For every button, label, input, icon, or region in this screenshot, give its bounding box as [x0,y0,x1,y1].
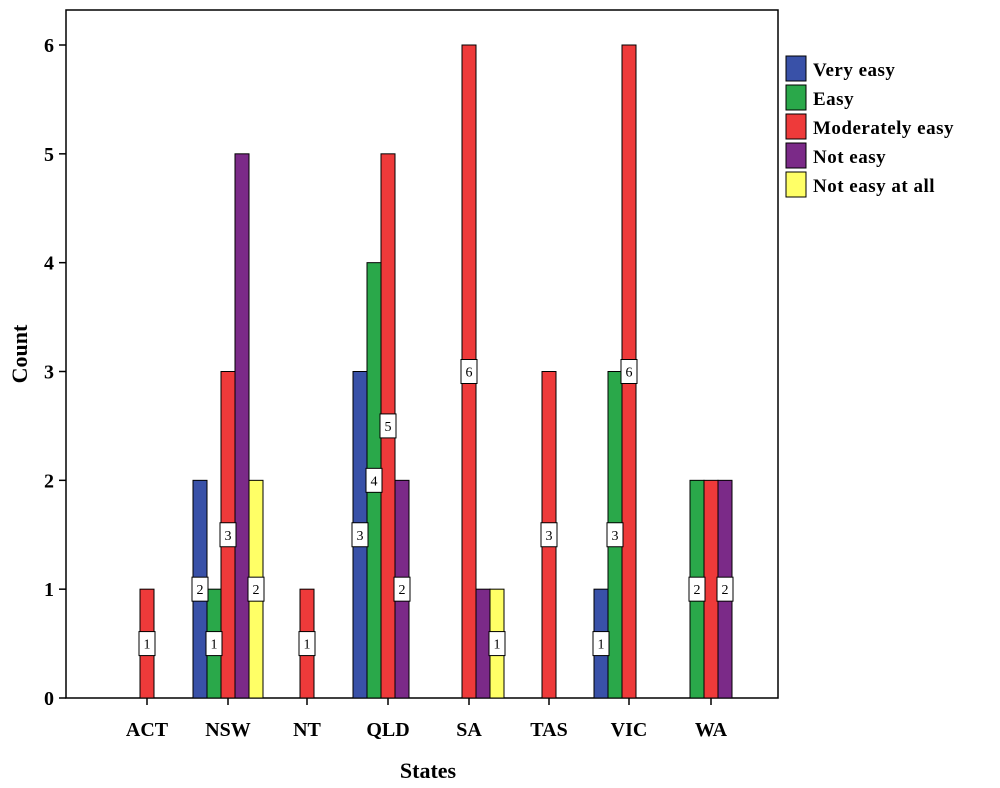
y-axis: 0 1 2 3 4 5 6 [44,35,66,710]
x-tick-label: QLD [366,719,409,741]
data-label-value: 2 [197,583,204,598]
data-label: 3 [540,522,558,548]
legend-swatch [785,142,807,169]
data-label-value: 2 [399,583,406,598]
y-tick-label: 6 [44,35,54,57]
legend-swatch [785,113,807,140]
bar-wa-moderately-easy [703,479,719,699]
data-label-box [460,359,478,384]
data-label-box [191,576,209,602]
data-label: 2 [393,576,411,602]
data-label: 1 [205,631,223,657]
legend-swatch [785,55,807,82]
data-label-value: 2 [722,583,729,598]
data-label-value: 3 [612,529,619,544]
data-label-box [488,631,506,657]
y-tick-label: 0 [44,688,54,710]
data-label-box [351,522,369,548]
x-tick-label: ACT [126,719,169,741]
data-label: 2 [688,576,706,602]
y-tick-label: 4 [44,253,54,275]
data-label-box [540,522,558,548]
data-label-value: 5 [385,420,392,435]
data-label: 6 [460,359,478,384]
legend-label: Moderately easy [813,118,954,139]
data-label-value: 2 [694,583,701,598]
data-label-box [219,522,237,548]
data-label: 1 [138,631,156,657]
data-label-box [606,522,624,548]
data-label: 6 [620,359,638,384]
data-label-box [298,631,316,657]
data-label-box [688,576,706,602]
data-label-value: 6 [466,366,473,381]
legend-label: Easy [813,89,854,110]
plot-frame [65,9,779,699]
x-tick-label: NSW [205,719,251,741]
data-label: 2 [716,576,734,602]
legend-label: Not easy at all [813,176,935,197]
x-tick-label: NT [293,719,321,741]
legend-item: Easy [785,84,854,111]
x-axis-title: States [400,758,457,783]
bars [139,44,733,699]
bar-sa-not-easy [475,588,491,699]
x-tick-label: VIC [611,719,648,741]
data-label-box [393,576,411,602]
data-label: 3 [606,522,624,548]
data-label-box [205,631,223,657]
data-label-box [379,413,397,439]
x-tick-label: TAS [530,719,567,741]
data-label-value: 1 [598,638,605,653]
data-label: 5 [379,413,397,439]
data-label: 4 [365,467,383,493]
data-label-value: 2 [253,583,260,598]
data-label-value: 1 [211,638,218,653]
data-label-box [716,576,734,602]
data-label: 2 [191,576,209,602]
legend-item: Very easy [785,55,895,82]
data-label: 3 [351,522,369,548]
data-label-box [138,631,156,657]
legend-label: Very easy [813,60,895,81]
y-tick-label: 5 [44,144,54,166]
legend: Very easy Easy Moderately easy Not easy Not … [785,55,954,198]
x-tick-label: SA [456,719,482,741]
data-label-value: 3 [357,529,364,544]
data-label-value: 1 [144,638,151,653]
legend-item: Not easy at all [785,171,935,198]
data-label-value: 1 [304,638,311,653]
y-tick-label: 3 [44,362,54,384]
data-label-value: 3 [546,529,553,544]
legend-swatch [785,84,807,111]
data-label: 1 [298,631,316,657]
x-tick-label: WA [695,719,728,741]
data-label: 1 [592,631,610,657]
legend-swatch [785,171,807,198]
legend-label: Not easy [813,147,886,168]
bar-nsw-not-easy [234,153,250,699]
data-label-box [620,359,638,384]
data-label-value: 6 [626,366,633,381]
plot-area [65,9,779,699]
data-label-box [592,631,610,657]
data-label: 1 [488,631,506,657]
x-axis: ACT NSW NT QLD SA TAS VIC WA [126,698,728,741]
data-label-value: 3 [225,529,232,544]
y-tick-label: 2 [44,470,54,492]
y-axis-title: Count [7,324,32,383]
data-label-box [247,576,265,602]
data-label: 3 [219,522,237,548]
data-label-value: 1 [494,638,501,653]
data-labels: 1 2 1 3 2 1 3 4 5 2 6 1 3 1 3 6 2 2 [138,359,734,657]
data-label-box [365,467,383,493]
data-label: 2 [247,576,265,602]
y-tick-label: 1 [44,579,54,601]
legend-item: Not easy [785,142,886,169]
data-label-value: 4 [371,474,378,489]
legend-item: Moderately easy [785,113,954,140]
